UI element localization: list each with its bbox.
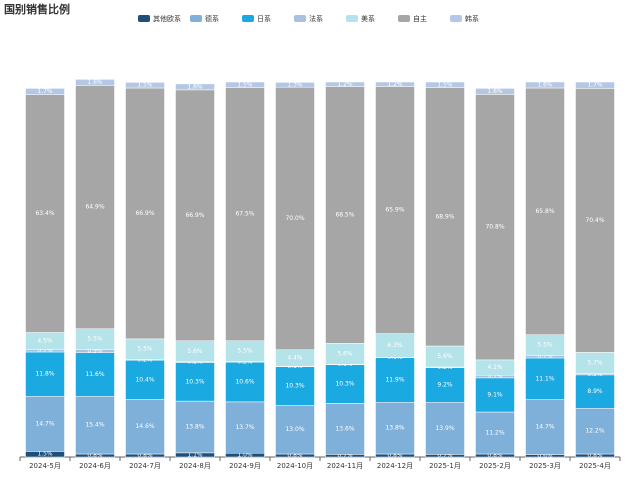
- value-label: 70.4%: [585, 217, 604, 224]
- value-label: 1.2%: [387, 81, 403, 88]
- value-label: 70.0%: [285, 215, 304, 222]
- value-label: 66.9%: [185, 212, 204, 219]
- value-label: 5.6%: [337, 350, 353, 357]
- value-label: 11.1%: [535, 375, 554, 382]
- value-label: 10.4%: [135, 376, 154, 383]
- value-label: 9.1%: [487, 391, 503, 398]
- value-label: 1.5%: [37, 451, 53, 458]
- value-label: 65.8%: [535, 208, 554, 215]
- value-label: 13.0%: [285, 426, 304, 433]
- legend-label: 自主: [413, 14, 427, 23]
- value-label: 10.3%: [335, 381, 354, 388]
- value-label: 10.6%: [235, 379, 254, 386]
- x-tick-label: 2025-1月: [429, 462, 461, 470]
- value-label: 5.6%: [187, 348, 203, 355]
- value-label: 63.4%: [35, 210, 54, 217]
- x-tick-label: 2024-7月: [129, 462, 161, 470]
- value-label: 9.2%: [437, 382, 453, 389]
- value-label: 68.5%: [335, 211, 354, 218]
- legend-swatch: [450, 15, 462, 22]
- value-label: 5.5%: [537, 342, 553, 349]
- legend-label: 德系: [205, 14, 219, 23]
- legend-label: 美系: [361, 14, 375, 23]
- x-tick-label: 2024-11月: [327, 462, 363, 470]
- value-label: 4.1%: [487, 364, 503, 371]
- value-label: 13.8%: [185, 424, 204, 431]
- legend-swatch: [138, 15, 150, 22]
- value-label: 70.8%: [485, 224, 504, 231]
- value-label: 11.9%: [385, 376, 404, 383]
- value-label: 13.9%: [435, 425, 454, 432]
- legend-swatch: [294, 15, 306, 22]
- x-tick-label: 2024-10月: [277, 462, 313, 470]
- value-label: 1.5%: [237, 81, 253, 88]
- value-label: 15.4%: [85, 422, 104, 429]
- value-label: 1.6%: [187, 83, 203, 90]
- x-tick-label: 2024-5月: [29, 462, 61, 470]
- value-label: 13.8%: [385, 425, 404, 432]
- value-label: 13.7%: [235, 424, 254, 431]
- legend-swatch: [242, 15, 254, 22]
- value-label: 1.6%: [87, 79, 103, 86]
- value-label: 1.5%: [437, 81, 453, 88]
- value-label: 14.7%: [35, 420, 54, 427]
- value-label: 8.9%: [587, 388, 603, 395]
- legend-label: 其他欧系: [153, 14, 181, 23]
- legend-label: 韩系: [465, 14, 479, 23]
- value-label: 5.7%: [587, 360, 603, 367]
- value-label: 11.8%: [35, 371, 54, 378]
- value-label: 68.9%: [435, 213, 454, 220]
- legend-swatch: [190, 15, 202, 22]
- value-label: 4.5%: [37, 337, 53, 344]
- x-tick-label: 2025-4月: [579, 462, 611, 470]
- value-label: 13.6%: [335, 425, 354, 432]
- value-label: 1.5%: [137, 82, 153, 89]
- value-label: 10.3%: [285, 382, 304, 389]
- value-label: 1.6%: [487, 88, 503, 95]
- value-label: 67.5%: [235, 211, 254, 218]
- value-label: 64.9%: [85, 204, 104, 211]
- x-tick-label: 2025-3月: [529, 462, 561, 470]
- x-tick-label: 2024-6月: [79, 462, 111, 470]
- value-label: 5.5%: [137, 346, 153, 353]
- value-label: 1.3%: [287, 81, 303, 88]
- legend-swatch: [346, 15, 358, 22]
- x-tick-label: 2024-12月: [377, 462, 413, 470]
- value-label: 1.2%: [337, 81, 353, 88]
- value-label: 12.2%: [585, 428, 604, 435]
- value-label: 1.7%: [587, 82, 603, 89]
- value-label: 65.9%: [385, 207, 404, 214]
- value-label: 11.2%: [485, 430, 504, 437]
- value-label: 6.3%: [387, 342, 403, 349]
- value-label: 14.7%: [535, 424, 554, 431]
- x-tick-label: 2024-8月: [179, 462, 211, 470]
- value-label: 1.7%: [37, 88, 53, 95]
- value-label: 11.6%: [85, 371, 104, 378]
- value-label: 5.5%: [237, 348, 253, 355]
- value-label: 10.3%: [185, 378, 204, 385]
- value-label: 14.6%: [135, 423, 154, 430]
- value-label: 1.6%: [537, 82, 553, 89]
- value-label: 4.4%: [287, 355, 303, 362]
- value-label: 5.6%: [437, 353, 453, 360]
- chart-title: 国别销售比例: [4, 2, 70, 16]
- x-tick-label: 2025-2月: [479, 462, 511, 470]
- value-label: 66.9%: [135, 210, 154, 217]
- legend-label: 法系: [309, 14, 323, 23]
- legend-label: 日系: [257, 14, 271, 23]
- legend-swatch: [398, 15, 410, 22]
- x-tick-label: 2024-9月: [229, 462, 261, 470]
- value-label: 5.5%: [87, 336, 103, 343]
